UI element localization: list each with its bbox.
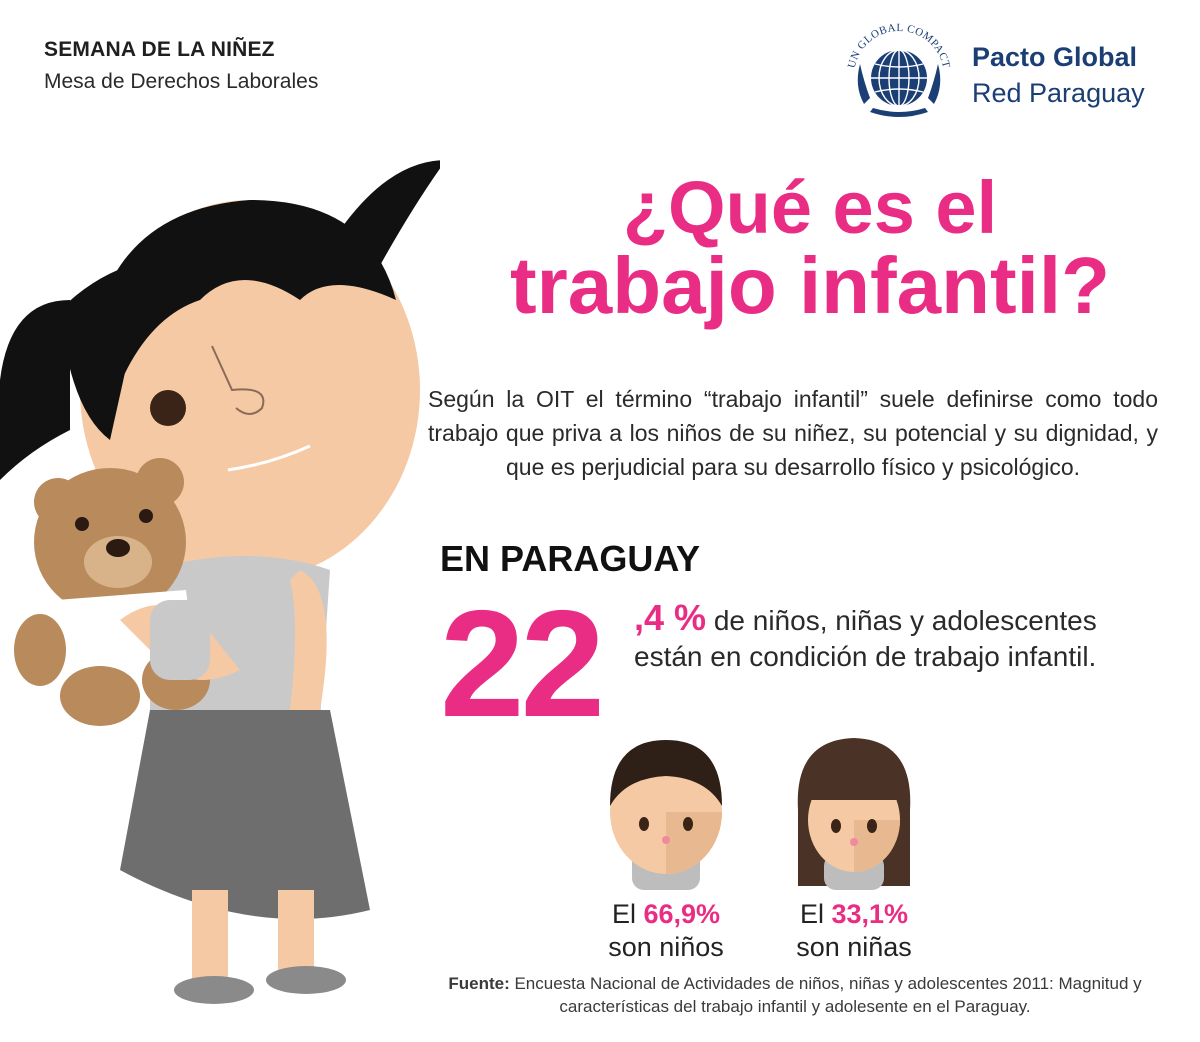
boy-face-icon — [610, 740, 722, 890]
headline: ¿Qué es el trabajo infantil? — [440, 170, 1180, 327]
stat-main-integer: 22 — [440, 579, 605, 749]
event-title: SEMANA DE LA NIÑEZ — [44, 38, 275, 61]
country-heading: EN PARAGUAY — [440, 538, 701, 579]
event-subtitle: Mesa de Derechos Laborales — [44, 70, 319, 93]
definition-text: Según la OIT el término “trabajo infanti… — [428, 386, 1158, 480]
stat-main-text: ,4 % de niños, niñas y adolescentes está… — [634, 600, 1104, 675]
boys-stat-prefix: El — [611, 899, 644, 929]
boys-stat-label: son niños — [608, 932, 724, 962]
boys-stat: El 66,9% son niños — [576, 898, 756, 964]
girl-face-icon — [797, 738, 911, 890]
source-label: Fuente: — [448, 974, 510, 993]
un-globe-logo-icon: UN GLOBAL COMPACT — [846, 22, 952, 117]
girls-stat-prefix: El — [799, 899, 832, 929]
brand-name: Pacto Global — [972, 42, 1138, 72]
stat-main-decimal: ,4 % — [634, 597, 707, 638]
source-note: Fuente: Encuesta Nacional de Actividades… — [430, 972, 1160, 1018]
girl-with-teddy-illustration — [0, 160, 440, 1004]
brand-subtitle: Red Paraguay — [972, 78, 1145, 108]
girls-stat-value: 33,1% — [831, 899, 909, 929]
girls-stat: El 33,1% son niñas — [764, 898, 944, 964]
stat-main-description: de niños, niñas y adolescentes están en … — [634, 605, 1097, 672]
boys-stat-value: 66,9% — [643, 899, 721, 929]
source-text: Encuesta Nacional de Actividades de niño… — [509, 974, 1142, 1016]
girls-stat-label: son niñas — [796, 932, 912, 962]
headline-line-2: trabajo infantil? — [510, 241, 1110, 331]
headline-line-1: ¿Qué es el — [622, 166, 998, 249]
